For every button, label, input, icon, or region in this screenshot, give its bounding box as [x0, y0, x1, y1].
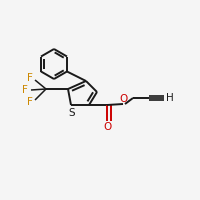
Text: O: O — [103, 122, 111, 132]
Text: F: F — [22, 85, 28, 95]
Text: F: F — [27, 73, 33, 83]
Text: O: O — [119, 94, 128, 104]
Text: S: S — [69, 108, 75, 118]
Text: H: H — [166, 93, 173, 103]
Text: F: F — [27, 97, 33, 107]
